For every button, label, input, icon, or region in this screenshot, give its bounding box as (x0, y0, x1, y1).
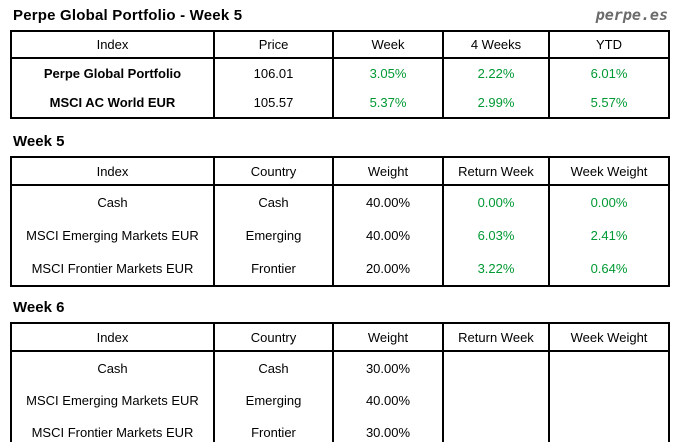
table-row: MSCI AC World EUR 105.57 5.37% 2.99% 5.5… (11, 88, 669, 118)
cell-index: Perpe Global Portfolio (43, 66, 182, 81)
cell-index: MSCI Emerging Markets EUR (26, 392, 199, 408)
cell-index: Cash (97, 360, 128, 376)
column-header-week-weight: Week Weight (548, 157, 669, 186)
cell-index: MSCI Emerging Markets EUR (26, 228, 199, 243)
column-header-index: Index (11, 323, 214, 352)
column-header-weight: Weight (332, 323, 443, 352)
cell-week-weight (548, 351, 669, 384)
cell-week-weight: 0.64% (548, 252, 669, 286)
cell-country: Frontier (213, 416, 333, 442)
week5-header-row: Index Country Weight Return Week Week We… (11, 157, 669, 186)
cell-week-return: 5.37% (332, 88, 443, 118)
column-header-index: Index (11, 31, 214, 59)
cell-weight: 40.00% (332, 384, 443, 416)
cell-index: MSCI Frontier Markets EUR (31, 424, 194, 440)
column-header-country: Country (213, 157, 333, 186)
cell-return-week (442, 351, 549, 384)
cell-country: Emerging (213, 219, 333, 252)
week5-heading: Week 5 (13, 133, 65, 150)
table-row: MSCI Frontier Markets EUR Frontier 30.00… (11, 416, 669, 442)
column-header-return-week: Return Week (442, 157, 549, 186)
column-header-index: Index (11, 157, 214, 186)
summary-table: Index Price Week 4 Weeks YTD Perpe Globa… (10, 30, 670, 119)
cell-ytd-return: 5.57% (548, 88, 669, 118)
cell-country: Frontier (213, 252, 333, 286)
cell-country: Cash (213, 351, 333, 384)
cell-week-weight: 0.00% (548, 185, 669, 219)
column-header-country: Country (213, 323, 333, 352)
column-header-return-week: Return Week (442, 323, 549, 352)
cell-weight: 30.00% (332, 416, 443, 442)
column-header-price: Price (213, 31, 333, 59)
cell-week-weight (548, 416, 669, 442)
table-row: MSCI Frontier Markets EUR Frontier 20.00… (11, 252, 669, 286)
week6-header-row: Index Country Weight Return Week Week We… (11, 323, 669, 352)
week6-table: Index Country Weight Return Week Week We… (10, 322, 670, 442)
cell-ytd-return: 6.01% (548, 58, 669, 88)
table-row: MSCI Emerging Markets EUR Emerging 40.00… (11, 219, 669, 252)
cell-week-weight: 2.41% (548, 219, 669, 252)
cell-week-return: 3.05% (332, 58, 443, 88)
cell-weight: 20.00% (332, 252, 443, 286)
header: Perpe Global Portfolio - Week 5 perpe.es (13, 6, 668, 28)
column-header-week: Week (332, 31, 443, 59)
table-row: MSCI Emerging Markets EUR Emerging 40.00… (11, 384, 669, 416)
summary-header-row: Index Price Week 4 Weeks YTD (11, 31, 669, 59)
cell-return-week (442, 384, 549, 416)
cell-return-week (442, 416, 549, 442)
week5-table: Index Country Weight Return Week Week We… (10, 156, 670, 287)
cell-weight: 40.00% (332, 185, 443, 219)
cell-weight: 30.00% (332, 351, 443, 384)
table-row: Cash Cash 40.00% 0.00% 0.00% (11, 185, 669, 219)
table-row: Perpe Global Portfolio 106.01 3.05% 2.22… (11, 58, 669, 88)
cell-country: Cash (213, 185, 333, 219)
cell-4weeks-return: 2.22% (442, 58, 549, 88)
cell-4weeks-return: 2.99% (442, 88, 549, 118)
cell-week-weight (548, 384, 669, 416)
cell-country: Emerging (213, 384, 333, 416)
cell-price: 105.57 (213, 88, 333, 118)
column-header-week-weight: Week Weight (548, 323, 669, 352)
site-logo: perpe.es (595, 6, 668, 24)
cell-index: MSCI Frontier Markets EUR (31, 261, 194, 276)
column-header-4weeks: 4 Weeks (442, 31, 549, 59)
cell-return-week: 0.00% (442, 185, 549, 219)
cell-weight: 40.00% (332, 219, 443, 252)
column-header-weight: Weight (332, 157, 443, 186)
cell-return-week: 6.03% (442, 219, 549, 252)
cell-index: MSCI AC World EUR (49, 95, 176, 110)
column-header-ytd: YTD (548, 31, 669, 59)
cell-return-week: 3.22% (442, 252, 549, 286)
cell-price: 106.01 (213, 58, 333, 88)
table-row: Cash Cash 30.00% (11, 351, 669, 384)
week6-heading: Week 6 (13, 299, 65, 316)
cell-index: Cash (97, 195, 128, 210)
page-title: Perpe Global Portfolio - Week 5 (13, 7, 243, 24)
